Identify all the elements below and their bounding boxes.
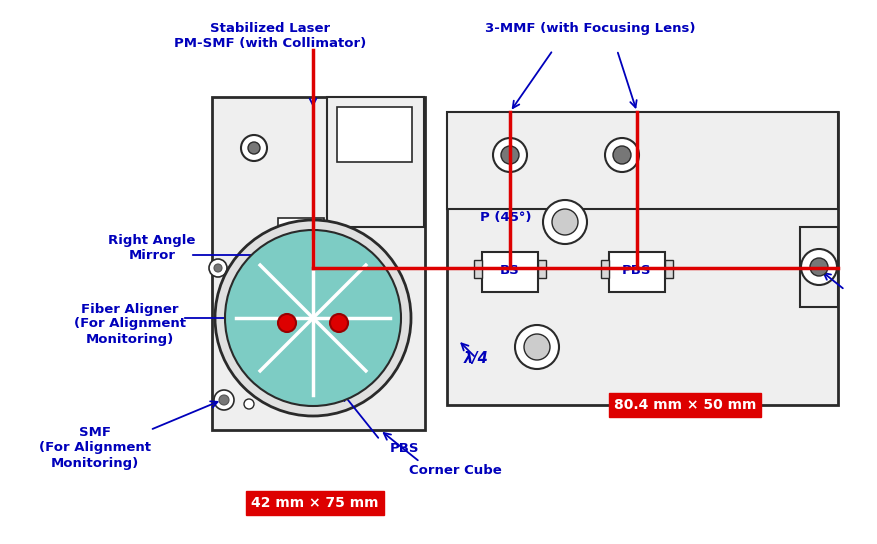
Circle shape xyxy=(209,259,227,277)
Text: λ/4: λ/4 xyxy=(463,350,488,366)
Circle shape xyxy=(515,325,559,369)
Circle shape xyxy=(809,258,827,276)
Circle shape xyxy=(542,200,587,244)
Text: Corner Cube: Corner Cube xyxy=(408,463,501,477)
Circle shape xyxy=(278,314,296,332)
Circle shape xyxy=(215,220,410,416)
Text: Stabilized Laser
PM-SMF (with Collimator): Stabilized Laser PM-SMF (with Collimator… xyxy=(174,22,366,50)
Bar xyxy=(799,227,837,307)
Text: 42 mm × 75 mm: 42 mm × 75 mm xyxy=(251,496,378,510)
Circle shape xyxy=(612,146,631,164)
Bar xyxy=(446,112,837,209)
Bar xyxy=(474,260,481,278)
Text: BS: BS xyxy=(500,263,519,276)
Bar xyxy=(278,218,324,268)
Text: PBS: PBS xyxy=(389,442,419,454)
Text: 3-MMF (with Focusing Lens): 3-MMF (with Focusing Lens) xyxy=(484,22,695,35)
Text: Right Angle
Mirror: Right Angle Mirror xyxy=(108,234,196,262)
Circle shape xyxy=(604,138,638,172)
Circle shape xyxy=(524,334,549,360)
Bar xyxy=(285,225,317,261)
Text: Fiber Aligner
(For Alignment
Monitoring): Fiber Aligner (For Alignment Monitoring) xyxy=(74,302,186,345)
Circle shape xyxy=(244,399,253,409)
Circle shape xyxy=(214,264,222,272)
Circle shape xyxy=(501,146,518,164)
Circle shape xyxy=(800,249,836,285)
Bar xyxy=(601,260,609,278)
Circle shape xyxy=(214,390,234,410)
Circle shape xyxy=(493,138,526,172)
Text: SMF
(For Alignment
Monitoring): SMF (For Alignment Monitoring) xyxy=(39,426,151,469)
Circle shape xyxy=(552,209,577,235)
Circle shape xyxy=(330,314,347,332)
Text: PBS: PBS xyxy=(622,263,651,276)
Bar xyxy=(481,252,538,292)
Circle shape xyxy=(240,135,267,161)
Bar xyxy=(538,260,545,278)
Text: P (45°): P (45°) xyxy=(480,212,531,225)
Circle shape xyxy=(225,230,401,406)
Bar xyxy=(211,97,424,430)
Bar xyxy=(609,252,664,292)
Circle shape xyxy=(247,142,260,154)
Circle shape xyxy=(218,395,229,405)
Bar xyxy=(337,107,411,162)
Text: 80.4 mm × 50 mm: 80.4 mm × 50 mm xyxy=(613,398,755,412)
Bar xyxy=(446,112,837,405)
Bar xyxy=(664,260,673,278)
Bar xyxy=(326,97,424,227)
